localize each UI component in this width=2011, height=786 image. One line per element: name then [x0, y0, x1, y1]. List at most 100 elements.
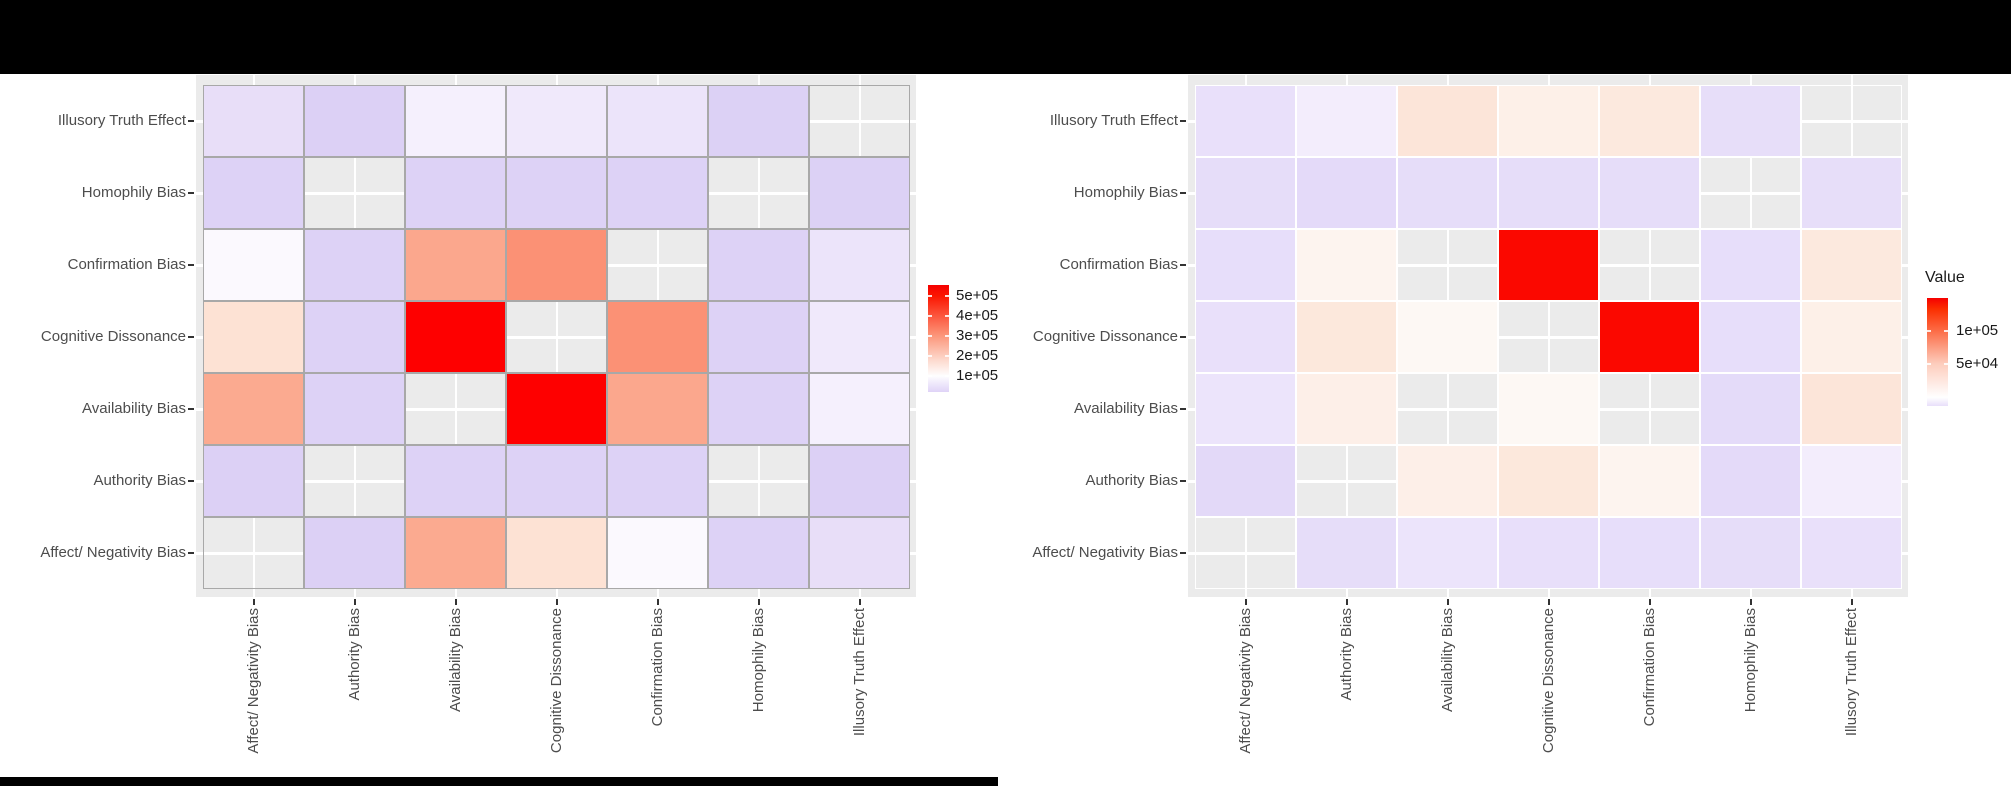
- heatmap-cell: [1700, 445, 1801, 517]
- heatmap-cell: [304, 517, 405, 589]
- legend-tick-mark: [945, 295, 949, 297]
- x-axis-label: Cognitive Dissonance: [547, 608, 565, 754]
- heatmap-cell-na: [1498, 301, 1599, 373]
- heatmap-cell-na: [809, 85, 910, 157]
- top-black-bar: [0, 0, 2011, 74]
- y-axis-label: Cognitive Dissonance: [40, 328, 186, 345]
- x-axis-tick: [555, 599, 558, 605]
- heatmap-cell: [304, 301, 405, 373]
- heatmap-cell: [1599, 301, 1700, 373]
- heatmap-cell: [1296, 157, 1397, 229]
- y-axis-label: Affect/ Negativity Bias: [1032, 544, 1178, 561]
- heatmap-cell: [809, 445, 910, 517]
- legend-tick-mark: [928, 335, 932, 337]
- heatmap-cell: [1700, 229, 1801, 301]
- y-axis-tick: [188, 264, 194, 266]
- y-axis-label: Illusory Truth Effect: [57, 112, 186, 129]
- heatmap-cell: [1195, 445, 1296, 517]
- heatmap-cell: [1397, 445, 1498, 517]
- plot-panel: [196, 75, 916, 597]
- x-axis-label: Affect/ Negativity Bias: [1236, 608, 1254, 754]
- y-axis-label: Confirmation Bias: [67, 256, 186, 273]
- heatmap-cell: [708, 229, 809, 301]
- heatmap-cell: [1498, 517, 1599, 589]
- legend-tick-mark: [945, 315, 949, 317]
- heatmap-cell: [203, 229, 304, 301]
- heatmap-cell-na: [1397, 229, 1498, 301]
- heatmap-cell: [607, 517, 708, 589]
- heatmap-cell: [506, 445, 607, 517]
- heatmap-cell-na: [1599, 373, 1700, 445]
- heatmap-cell: [1801, 517, 1902, 589]
- heatmap-cell: [203, 301, 304, 373]
- heatmap-cell: [1801, 445, 1902, 517]
- legend-tick-mark: [928, 375, 932, 377]
- x-axis-tick: [252, 599, 255, 605]
- heatmap-cell: [1498, 85, 1599, 157]
- x-axis-tick: [858, 599, 861, 605]
- heatmap-cell: [708, 85, 809, 157]
- legend-tick-label: 2e+05: [956, 347, 999, 364]
- heatmap-cell: [1599, 517, 1700, 589]
- heatmap-cell: [304, 229, 405, 301]
- x-axis-label: Cognitive Dissonance: [1539, 608, 1557, 754]
- legend-colorbar: [928, 285, 949, 392]
- y-axis-tick: [188, 408, 194, 410]
- y-axis-label: Affect/ Negativity Bias: [40, 544, 186, 561]
- x-axis-label: Illusory Truth Effect: [850, 608, 868, 737]
- heatmap-cell: [506, 157, 607, 229]
- heatmap-cell: [1195, 157, 1296, 229]
- heatmap-cell: [1801, 157, 1902, 229]
- heatmap-cell-na: [1700, 157, 1801, 229]
- heatmap-cell-na: [1296, 445, 1397, 517]
- x-axis-label: Homophily Bias: [749, 608, 767, 713]
- heatmap-cell: [1498, 373, 1599, 445]
- heatmap-cell: [1801, 301, 1902, 373]
- gridline-horizontal: [196, 336, 916, 339]
- heatmap-cell: [506, 85, 607, 157]
- x-axis-tick: [1749, 599, 1752, 605]
- legend-tick-mark: [1927, 363, 1931, 365]
- heatmap-cell: [1296, 229, 1397, 301]
- heatmap-cell: [405, 517, 506, 589]
- heatmap-cell-na: [1599, 229, 1700, 301]
- x-axis-label: Authority Bias: [1337, 608, 1355, 701]
- heatmap-cell-na: [1195, 517, 1296, 589]
- y-axis-tick: [188, 336, 194, 338]
- heatmap-cell: [304, 373, 405, 445]
- heatmap-cell: [203, 157, 304, 229]
- x-axis-label: Authority Bias: [345, 608, 363, 701]
- y-axis-tick: [188, 552, 194, 554]
- heatmap-cell: [1296, 517, 1397, 589]
- heatmap-cell: [1397, 85, 1498, 157]
- x-axis-tick: [1547, 599, 1550, 605]
- heatmap-cell: [1599, 85, 1700, 157]
- heatmap-cell: [1296, 85, 1397, 157]
- heatmap-cell-na: [405, 373, 506, 445]
- x-axis-tick: [1244, 599, 1247, 605]
- heatmap-cell: [809, 517, 910, 589]
- x-axis-label: Illusory Truth Effect: [1842, 608, 1860, 737]
- x-axis-label: Availability Bias: [1438, 608, 1456, 712]
- y-axis-label: Authority Bias: [93, 472, 186, 489]
- x-axis-label: Confirmation Bias: [1640, 608, 1658, 727]
- heatmap-cell: [506, 517, 607, 589]
- heatmap-cell: [1801, 373, 1902, 445]
- heatmap-cell: [607, 301, 708, 373]
- heatmap-cell: [1599, 445, 1700, 517]
- heatmap-cell: [203, 373, 304, 445]
- heatmap-cell: [1700, 517, 1801, 589]
- x-axis-tick: [454, 599, 457, 605]
- heatmap-cell: [405, 229, 506, 301]
- heatmap-cell-na: [708, 157, 809, 229]
- x-axis-tick: [757, 599, 760, 605]
- heatmap-cell: [1700, 373, 1801, 445]
- heatmap-cell-na: [506, 301, 607, 373]
- legend-tick-mark: [928, 355, 932, 357]
- y-axis-label: Availability Bias: [82, 400, 186, 417]
- legend-tick-label: 1e+05: [956, 367, 999, 384]
- heatmap-cell: [405, 301, 506, 373]
- heatmap-cell: [809, 301, 910, 373]
- legend-tick-mark: [945, 355, 949, 357]
- heatmap-cell-na: [708, 445, 809, 517]
